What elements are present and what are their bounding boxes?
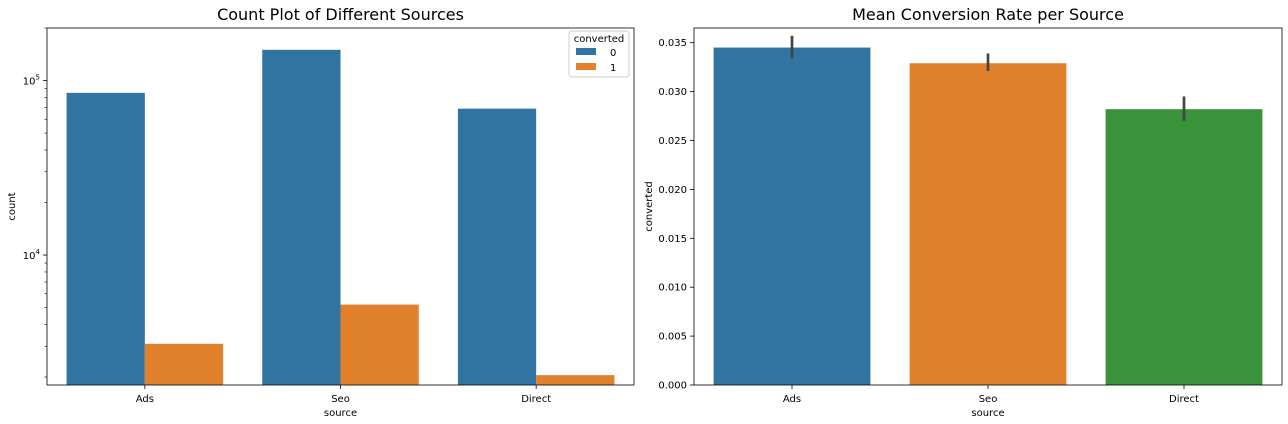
bar-ads-converted-1 [144,343,224,385]
y-tick-label: 0.005 [658,332,687,343]
count-plot: Count Plot of Different Sources 104 105 A… [7,5,635,419]
right-chart-title: Mean Conversion Rate per Source [852,5,1124,24]
x-tick-label: Ads [783,394,801,405]
left-x-axis-label: source [324,408,357,419]
x-tick-label: Ads [136,394,154,405]
left-bars [66,49,615,386]
right-x-ticks: Ads Seo Direct [783,385,1199,405]
left-chart-title: Count Plot of Different Sources [217,5,464,24]
legend-swatch-0 [576,48,596,55]
legend-label-1: 1 [610,63,616,74]
right-x-axis-label: source [971,408,1004,419]
left-y-ticks: 104 105 [23,27,47,378]
right-y-ticks: 0.000 0.005 0.010 0.015 0.020 0.025 0.030 0.035 [658,38,694,392]
x-tick-label: Seo [331,394,350,405]
y-tick-label: 0.020 [658,185,687,196]
y-tick-label: 0.035 [658,38,687,49]
bar-ads-converted-0 [66,92,145,386]
y-tick-label: 0.000 [658,381,687,392]
bar-seo-converted-1 [340,304,419,385]
left-y-axis-label: count [7,192,18,220]
y-tick-label: 0.030 [658,87,687,98]
bar-direct [1105,109,1263,386]
y-tick-label: 0.015 [658,234,687,245]
right-bars [713,35,1263,386]
y-tick-label: 0.010 [658,283,687,294]
y-tick-label: 104 [23,248,41,262]
left-axes-frame [46,27,635,386]
left-x-ticks: Ads Seo Direct [136,385,551,405]
y-tick-label: 105 [23,74,40,88]
x-tick-label: Seo [979,394,998,405]
right-axes-frame [693,27,1283,386]
legend-title: converted [574,34,625,45]
bar-ads [713,47,871,385]
bar-seo-converted-0 [262,49,341,386]
x-tick-label: Direct [1169,394,1199,405]
legend-label-0: 0 [610,48,616,59]
bar-seo [909,63,1067,385]
bar-direct-converted-0 [457,108,537,386]
mean-conversion-plot: Mean Conversion Rate per Source 0.0000.0… [644,5,1283,419]
right-y-axis-label: converted [644,181,655,232]
left-legend: converted 0 1 [568,30,630,78]
x-tick-label: Direct [521,394,551,405]
legend-swatch-1 [576,63,596,70]
y-tick-label: 0.025 [658,136,687,147]
bar-direct-converted-1 [536,375,615,385]
